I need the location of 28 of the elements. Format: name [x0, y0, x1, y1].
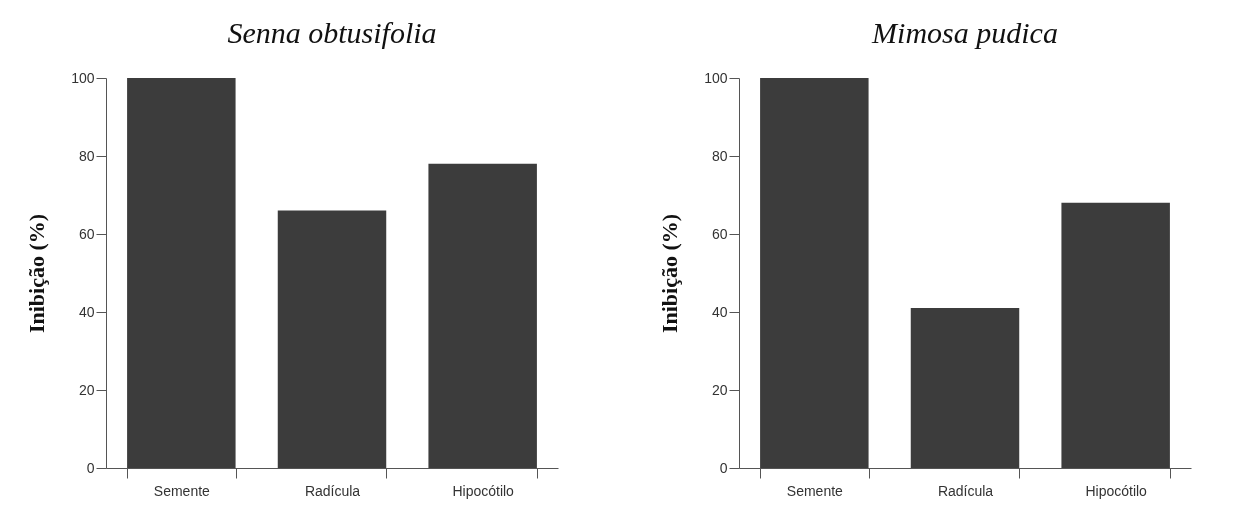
y-tick-label: 0 — [86, 459, 95, 476]
y-tick-label: 60 — [78, 225, 95, 242]
y-tick-label: 100 — [704, 69, 728, 86]
y-tick-label: 100 — [71, 69, 95, 86]
bar — [277, 210, 387, 468]
x-tick-label: Radícula — [304, 482, 361, 499]
bar — [1061, 202, 1170, 468]
bar — [910, 308, 1020, 468]
y-tick-label: 20 — [711, 381, 728, 398]
bar — [428, 163, 537, 468]
chart-title: Mimosa pudica — [871, 16, 1058, 49]
y-tick-label: 80 — [78, 147, 95, 164]
y-tick-label: 0 — [719, 459, 728, 476]
y-axis-title: Inibição (%) — [24, 213, 50, 334]
y-axis-title: Inibição (%) — [657, 213, 683, 334]
bar — [127, 78, 236, 468]
x-tick-label: Hipocótilo — [1085, 482, 1148, 499]
chart-title: Senna obtusifolia — [227, 16, 437, 49]
x-tick-label: Semente — [153, 482, 211, 499]
bar — [760, 78, 869, 468]
y-tick-label: 40 — [711, 303, 728, 320]
x-tick-label: Semente — [786, 482, 844, 499]
x-tick-label: Radícula — [937, 482, 994, 499]
y-tick-label: 80 — [711, 147, 728, 164]
y-tick-label: 60 — [711, 225, 728, 242]
y-tick-label: 40 — [78, 303, 95, 320]
x-tick-label: Hipocótilo — [452, 482, 515, 499]
y-tick-label: 20 — [78, 381, 95, 398]
